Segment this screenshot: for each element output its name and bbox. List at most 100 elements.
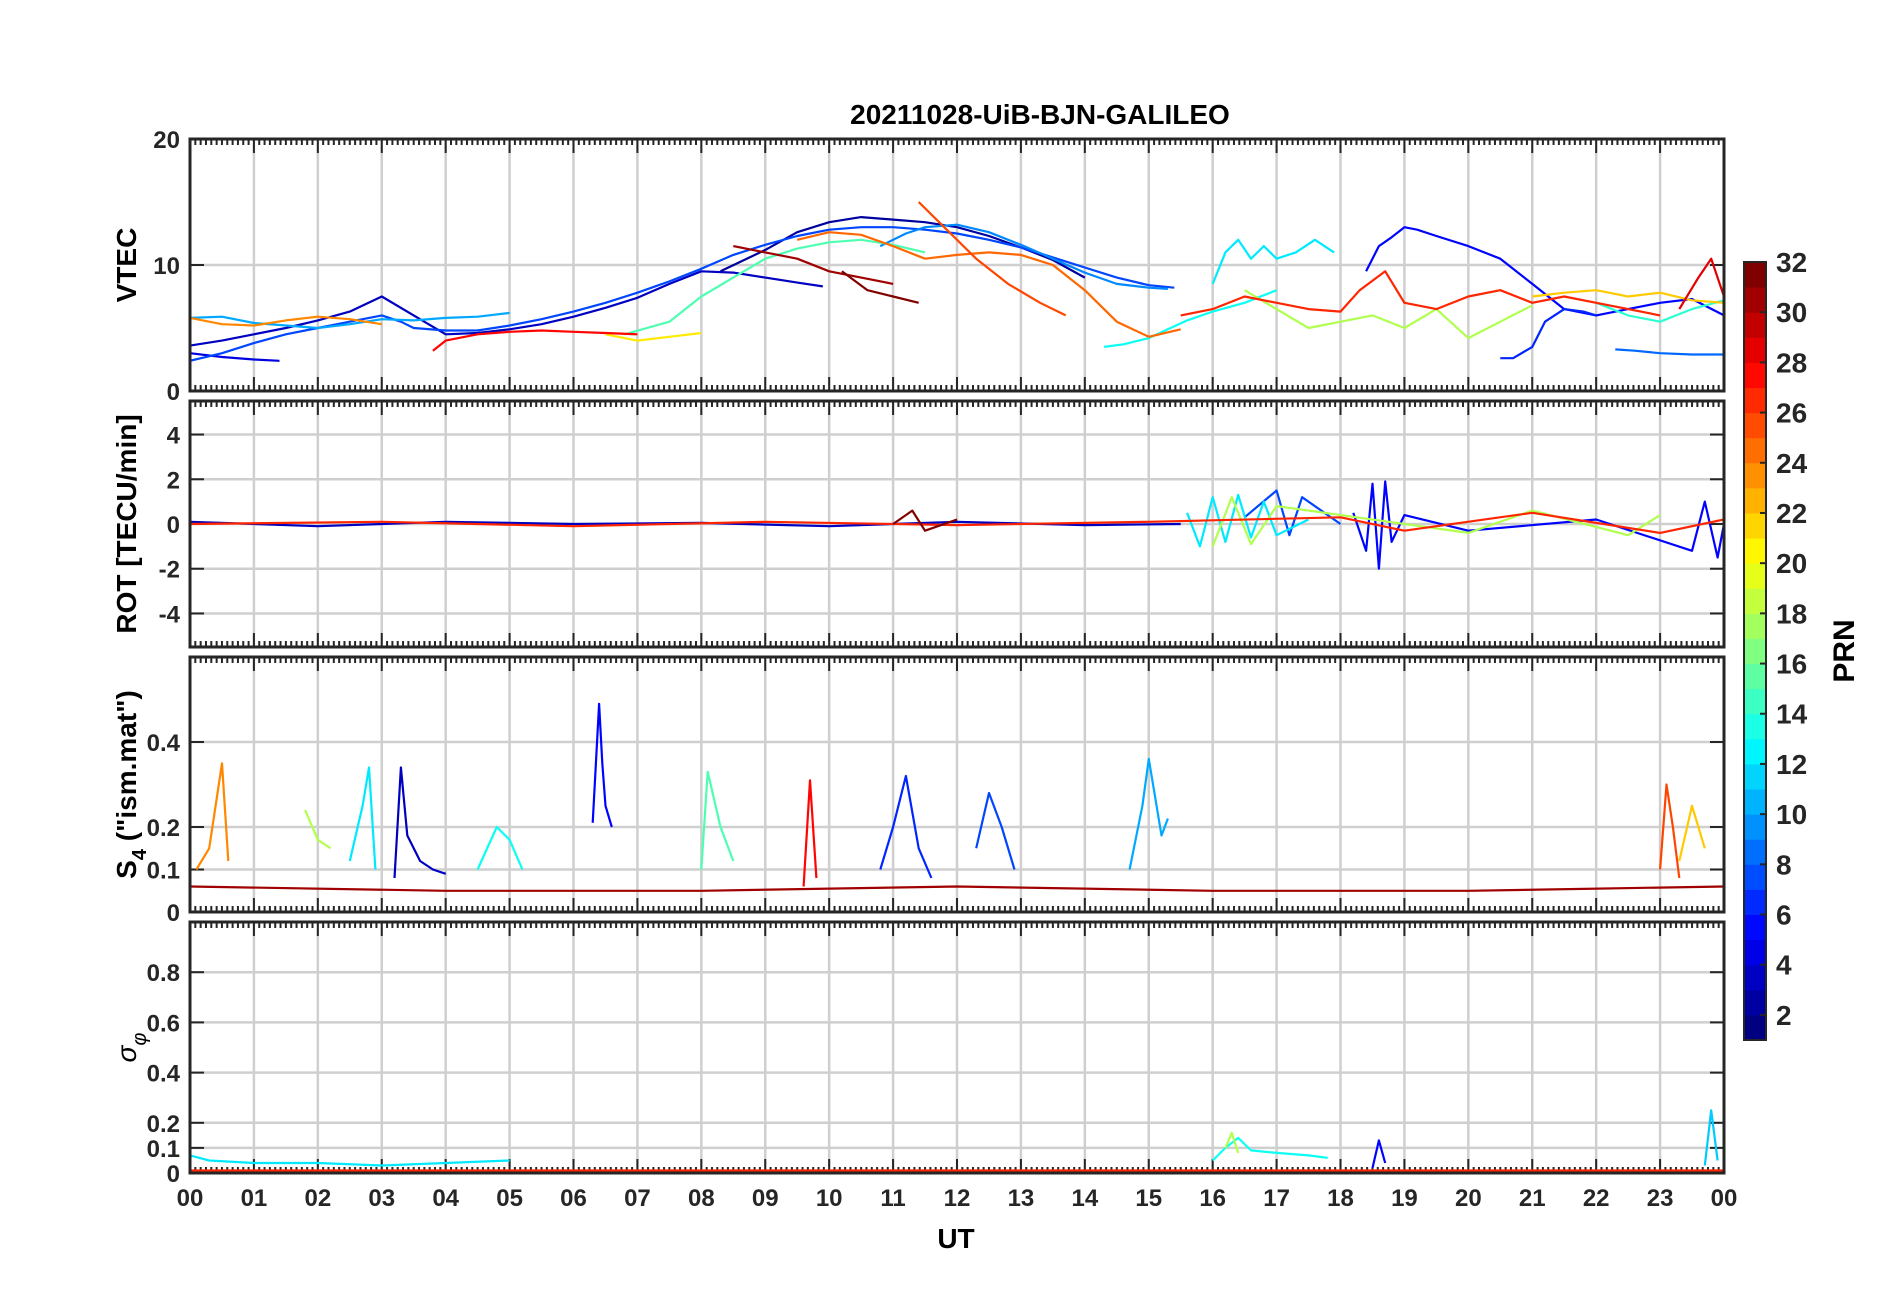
series-line-prn-32 [892, 509, 958, 532]
y-tick-label: 0 [167, 1161, 180, 1188]
colorbar-frame [1743, 261, 1767, 1041]
series-line-prn-32 [841, 270, 919, 304]
x-tick-label: 18 [1327, 1185, 1354, 1212]
panel-vtec: 0 10 20 VTEC [111, 127, 1726, 406]
series-line-prn-11 [1703, 1109, 1719, 1166]
colorbar-tick-label: 32 [1776, 247, 1807, 278]
series-line-prn-10 [1128, 757, 1169, 870]
colorbar-segment [1744, 939, 1766, 966]
colorbar-segment [1744, 512, 1766, 539]
series-group [190, 480, 1724, 570]
chart-title: 20211028-UiB-BJN-GALILEO [850, 99, 1230, 130]
series-line-prn-5 [1365, 226, 1724, 317]
series-line-prn-3 [393, 766, 447, 879]
colorbar-label: PRN [1828, 619, 1861, 682]
colorbar-segment [1744, 337, 1766, 363]
colorbar-tick-label: 14 [1776, 699, 1808, 730]
series-line-prn-21 [605, 331, 702, 342]
series-line-prn-12 [348, 766, 377, 870]
y-axis-label-s4: S4 ("ism.mat") [111, 690, 151, 879]
colorbar-segment [1744, 538, 1766, 564]
colorbar-segment [1744, 889, 1766, 916]
x-tick-label: 10 [816, 1185, 843, 1212]
colorbar-segment [1744, 713, 1766, 740]
x-tick-label: 12 [944, 1185, 971, 1212]
y-tick-label: 0.4 [147, 1061, 181, 1088]
panel-frame [188, 399, 1726, 649]
colorbar-segment [1744, 814, 1766, 840]
colorbar-segment [1744, 287, 1766, 313]
colorbar-segment [1744, 839, 1766, 865]
series-line-prn-26 [917, 201, 1067, 317]
colorbar-segment [1744, 462, 1766, 489]
colorbar-segment [1744, 362, 1766, 388]
y-tick-label: 10 [153, 253, 180, 280]
series-line-prn-15 [700, 770, 735, 870]
x-tick-label: 15 [1135, 1185, 1162, 1212]
colorbar-segment [1744, 763, 1766, 790]
y-tick-label: 0.8 [147, 960, 180, 987]
series-line-prn-18 [1244, 289, 1533, 340]
series-line-prn-14 [1595, 299, 1724, 323]
colorbar-tick-label: 12 [1776, 749, 1807, 780]
x-tick-label: 08 [688, 1185, 715, 1212]
colorbar-segment [1744, 964, 1766, 991]
series-line-prn-28 [802, 779, 818, 887]
series-line-prn-24 [195, 762, 230, 871]
colorbar-tick-label: 24 [1776, 448, 1808, 479]
panel-sigma_phi: 00.10.2 0.4 0.6 0.8 σφ [111, 920, 1726, 1188]
y-axis-label-sigma_phi: σφ [111, 1033, 151, 1063]
panel-frame [188, 920, 1726, 1175]
colorbar-tick-label: 6 [1776, 900, 1792, 931]
series-line-prn-9 [879, 223, 1168, 290]
x-tick-label: 03 [368, 1185, 395, 1212]
y-tick-label: 2 [167, 467, 180, 494]
series-line-prn-25 [796, 231, 1181, 338]
series-group [190, 1109, 1724, 1172]
series-line-prn-26 [1659, 783, 1681, 879]
series-line-prn-7 [190, 226, 1175, 362]
series-line-prn-13 [476, 825, 524, 870]
series-line-prn-7 [975, 791, 1016, 870]
colorbar-tick-label: 26 [1776, 398, 1807, 429]
series-line-prn-29 [1678, 257, 1724, 310]
x-tick-label: 13 [1008, 1185, 1035, 1212]
series-group [190, 702, 1724, 892]
series-line-prn-7 [1243, 489, 1342, 537]
y-tick-label: 4 [167, 423, 181, 450]
panel-frame [188, 137, 1726, 393]
series-line-prn-31 [733, 245, 894, 285]
series-line-prn-27 [1180, 270, 1661, 317]
y-tick-label: -2 [159, 557, 180, 584]
series-line-prn-5 [1352, 480, 1724, 570]
x-tick-label: 05 [496, 1185, 523, 1212]
y-axis-label-rot: ROT [TECU/min] [111, 414, 142, 633]
colorbar-segment [1744, 387, 1766, 414]
colorbar-segment [1744, 663, 1766, 690]
colorbar-tick-label: 28 [1776, 347, 1807, 378]
colorbar-segment [1744, 262, 1766, 288]
panel-frame [188, 655, 1726, 914]
x-tick-label: 11 [880, 1185, 905, 1212]
x-tick-label: 16 [1199, 1185, 1226, 1212]
series-line-prn-28 [432, 329, 638, 352]
x-tick-label: 02 [304, 1185, 331, 1212]
series-line-prn-31 [190, 885, 1724, 892]
colorbar-tick-label: 22 [1776, 498, 1807, 529]
series-line-prn-4 [190, 352, 280, 362]
colorbar-segment [1744, 789, 1766, 815]
colorbar-segment [1744, 487, 1766, 514]
colorbar-segment [1744, 613, 1766, 639]
x-tick-label: 09 [752, 1185, 779, 1212]
colorbar-segment [1744, 989, 1766, 1016]
series-line-prn-18 [1211, 496, 1661, 547]
panel-rot: -4 -2 0 2 4 ROT [TECU/min] [111, 399, 1726, 649]
x-tick-label: 00 [177, 1185, 204, 1212]
colorbar-segment [1744, 437, 1766, 464]
x-tick-label: 20 [1455, 1185, 1482, 1212]
series-line-prn-6 [879, 774, 933, 879]
x-tick-label: 22 [1583, 1185, 1610, 1212]
series-line-prn-18 [304, 809, 332, 850]
